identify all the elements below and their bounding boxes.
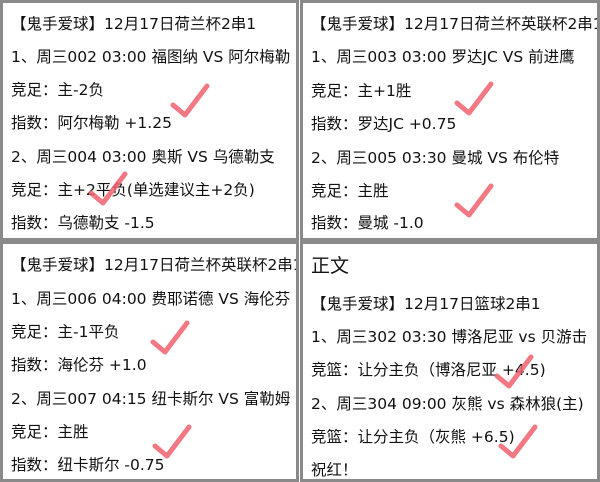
checkmark-icon	[454, 81, 494, 116]
match-line: 1、周三302 03:30 博洛尼亚 vs 贝游击	[311, 328, 588, 346]
handicap-line: 指数：海伦芬 +1.0	[11, 356, 147, 374]
closing-text: 祝红！	[311, 461, 358, 479]
pick-line: 竞足：主-2负	[11, 81, 104, 99]
checkmark-icon	[88, 171, 128, 206]
pick-line: 竞足：主+2平负(单选建议主+2负)	[11, 181, 255, 199]
match-line: 2、周三004 03:00 奥斯 VS 乌德勒支	[11, 148, 275, 166]
panel-heading: 【鬼手爱球】12月17日荷兰杯英联杯2串1	[11, 256, 299, 274]
match-line: 1、周三006 04:00 费耶诺德 VS 海伦芬	[11, 290, 291, 308]
match-line: 2、周三005 03:30 曼城 VS 布伦特	[311, 149, 560, 167]
article-title: 正文	[311, 255, 350, 277]
handicap-line: 指数：阿尔梅勒 +1.25	[11, 114, 172, 132]
pick-line: 竞足：主-1平负	[11, 323, 120, 341]
pick-line: 竞篮：让分主负（灰熊 +6.5)	[311, 428, 515, 446]
handicap-line: 指数：乌德勒支 -1.5	[11, 214, 155, 232]
panel-basketball: 正文 【鬼手爱球】12月17日篮球2串1 1、周三302 03:30 博洛尼亚 …	[300, 241, 600, 482]
handicap-line: 指数：罗达JC +0.75	[311, 115, 457, 133]
panel-football-1: 【鬼手爱球】12月17日荷兰杯2串1 1、周三002 03:00 福图纳 VS …	[0, 0, 299, 241]
match-line: 1、周三003 03:00 罗达JC VS 前进鹰	[311, 48, 575, 66]
checkmark-icon	[454, 183, 494, 218]
checkmark-icon	[498, 424, 538, 459]
panel-heading: 【鬼手爱球】12月17日荷兰杯2串1	[11, 15, 257, 33]
checkmark-icon	[150, 320, 190, 355]
handicap-line: 指数：纽卡斯尔 -0.75	[11, 456, 165, 474]
panel-heading: 【鬼手爱球】12月17日荷兰杯英联杯2串1	[311, 15, 600, 33]
panel-heading: 【鬼手爱球】12月17日篮球2串1	[311, 295, 541, 313]
pick-line: 竞足：主胜	[11, 423, 89, 441]
pick-line: 竞足：主胜	[311, 182, 389, 200]
pick-line: 竞篮：让分主负（博洛尼亚 +4.5)	[311, 361, 546, 379]
match-line: 1、周三002 03:00 福图纳 VS 阿尔梅勒	[11, 48, 291, 66]
checkmark-icon	[170, 83, 210, 118]
panel-football-3: 【鬼手爱球】12月17日荷兰杯英联杯2串1 1、周三006 04:00 费耶诺德…	[0, 241, 299, 482]
handicap-line: 指数：曼城 -1.0	[311, 214, 424, 232]
checkmark-icon	[494, 354, 534, 389]
checkmark-icon	[152, 424, 192, 459]
pick-line: 竞足：主+1胜	[311, 82, 412, 100]
match-line: 2、周三007 04:15 纽卡斯尔 VS 富勒姆	[11, 390, 291, 408]
match-line: 2、周三304 09:00 灰熊 vs 森林狼(主)	[311, 395, 584, 413]
panel-football-2: 【鬼手爱球】12月17日荷兰杯英联杯2串1 1、周三003 03:00 罗达JC…	[300, 0, 600, 241]
